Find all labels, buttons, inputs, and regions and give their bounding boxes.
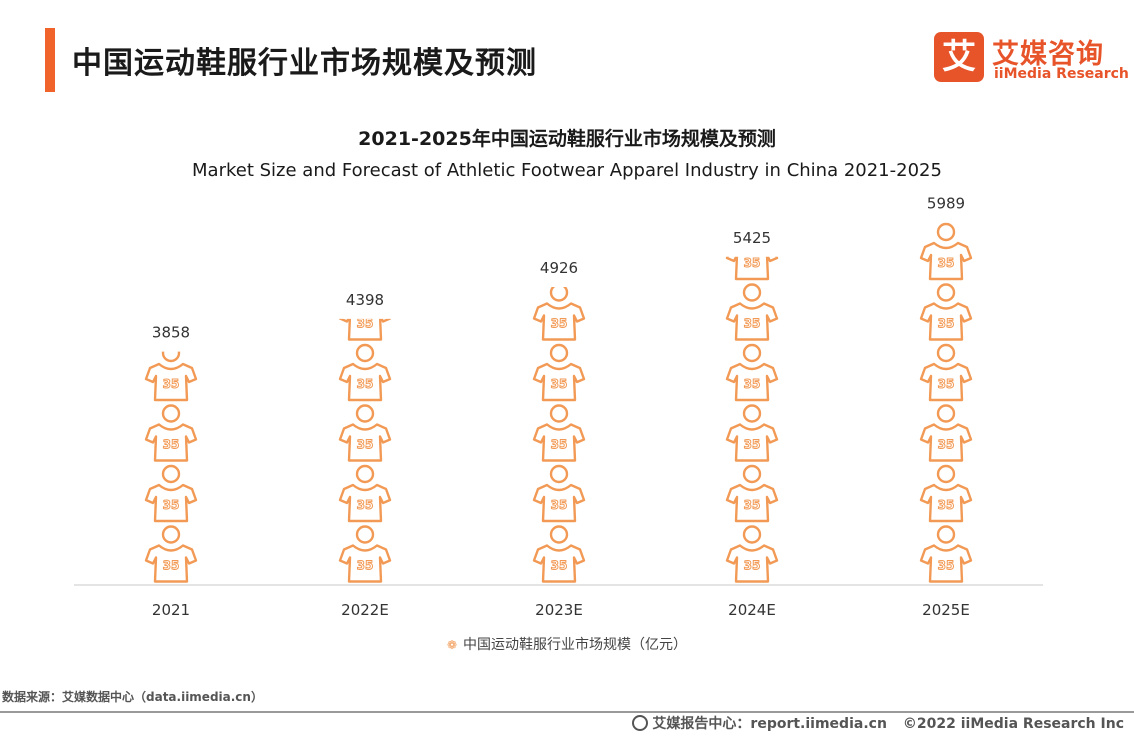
data-source: 数据来源：艾媒数据中心（data.iimedia.cn） — [2, 690, 263, 704]
x-tick-2023E: 2023E — [535, 601, 583, 619]
value-label-2023E: 4926 — [540, 259, 578, 277]
footer-divider — [0, 711, 1134, 713]
jersey-icon — [144, 404, 198, 462]
report-center-link[interactable]: 艾媒报告中心：report.iimedia.cn — [652, 716, 887, 732]
chart-legend: ❁ 中国运动鞋服行业市场规模（亿元） — [0, 634, 1134, 654]
jersey-icon — [532, 286, 586, 341]
bar-2021 — [144, 351, 198, 583]
bar-2024E — [725, 256, 779, 583]
jersey-icon — [144, 525, 198, 583]
jersey-icon — [725, 283, 779, 341]
jersey-icon — [725, 404, 779, 462]
jersey-icon — [532, 464, 586, 523]
jersey-icon — [919, 525, 973, 583]
jersey-icon — [725, 464, 779, 523]
jersey-icon — [919, 343, 973, 402]
jersey-icon — [725, 525, 779, 583]
value-label-2025E: 5989 — [927, 195, 965, 213]
jersey-icon — [919, 464, 973, 523]
x-tick-2021: 2021 — [152, 601, 190, 619]
jersey-icon — [338, 525, 392, 583]
jersey-icon — [532, 525, 586, 583]
chart-title: 2021-2025年中国运动鞋服行业市场规模及预测 — [358, 128, 776, 150]
jersey-icon — [919, 222, 973, 281]
bar-2025E — [919, 222, 973, 583]
jersey-icon — [919, 404, 973, 462]
page-title: 中国运动鞋服行业市场规模及预测 — [72, 46, 537, 81]
chart-subtitle: Market Size and Forecast of Athletic Foo… — [192, 160, 942, 181]
x-tick-2024E: 2024E — [728, 601, 776, 619]
value-label-2022E: 4398 — [346, 291, 384, 309]
value-label-2024E: 5425 — [733, 229, 771, 247]
jersey-icon — [338, 404, 392, 462]
legend-label: 中国运动鞋服行业市场规模（亿元） — [463, 637, 688, 653]
globe-icon — [632, 715, 649, 731]
footer: 艾媒报告中心：report.iimedia.cn ©2022 iiMedia Re… — [632, 713, 1124, 733]
jersey-icon: ❁ — [446, 638, 458, 652]
jersey-icon — [338, 464, 392, 523]
jersey-icon — [919, 283, 973, 341]
bar-2022E — [338, 318, 392, 583]
jersey-icon — [338, 343, 392, 402]
jersey-icon — [144, 351, 198, 402]
x-tick-2025E: 2025E — [922, 601, 970, 619]
jersey-icon — [725, 343, 779, 402]
x-tick-2022E: 2022E — [341, 601, 389, 619]
jersey-icon — [532, 404, 586, 462]
iimedia-logo[interactable]: 艾 艾媒咨询 iiMedia Research — [934, 32, 1129, 84]
jersey-icon — [532, 343, 586, 402]
value-label-2021: 3858 — [152, 324, 190, 342]
copyright: ©2022 iiMedia Research Inc — [902, 716, 1124, 732]
logo-chinese-name: 艾媒咨询 — [992, 39, 1104, 70]
logo-english-name: iiMedia Research — [994, 66, 1129, 82]
logo-mark-icon: 艾 — [934, 32, 984, 82]
bar-2023E — [532, 286, 586, 583]
jersey-icon — [144, 464, 198, 523]
title-accent-bar — [45, 28, 55, 92]
